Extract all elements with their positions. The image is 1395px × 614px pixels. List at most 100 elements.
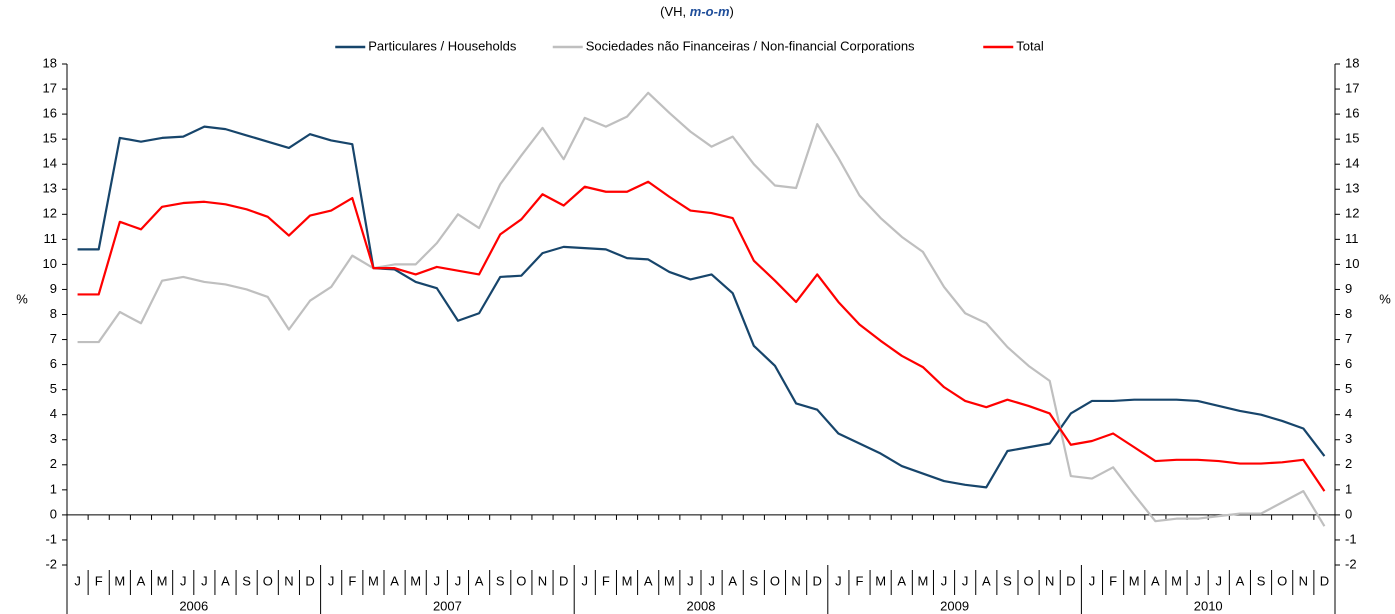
y-tick-label: 16: [43, 106, 57, 121]
y-tick-label: 3: [50, 431, 57, 446]
chart-subtitle: (VH, m-o-m): [660, 4, 734, 19]
x-tick-label: F: [856, 573, 864, 588]
x-tick-label: A: [1236, 573, 1245, 588]
subtitle-prefix: (VH,: [660, 4, 686, 19]
x-tick-label: A: [728, 573, 737, 588]
y2-tick-label: 5: [1345, 381, 1352, 396]
x-tick-label: M: [664, 573, 675, 588]
y-tick-label: 18: [43, 55, 57, 70]
y2-tick-label: -1: [1345, 531, 1357, 546]
y-tick-label: -2: [45, 556, 57, 571]
y2-tick-label: 15: [1345, 131, 1359, 146]
x-tick-label: J: [835, 573, 842, 588]
x-tick-label: F: [602, 573, 610, 588]
y-tick-label: 15: [43, 131, 57, 146]
x-tick-label: J: [201, 573, 208, 588]
legend-label: Particulares / Households: [368, 38, 517, 53]
x-tick-label: J: [582, 573, 589, 588]
x-tick-label: S: [1257, 573, 1266, 588]
y2-tick-label: 0: [1345, 506, 1352, 521]
x-tick-label: J: [687, 573, 694, 588]
x-tick-label: N: [791, 573, 800, 588]
x-tick-label: N: [1045, 573, 1054, 588]
y2-tick-label: 11: [1345, 231, 1359, 246]
subtitle-suffix: ): [730, 4, 734, 19]
x-tick-label: A: [221, 573, 230, 588]
x-tick-label: A: [475, 573, 484, 588]
x-tick-label: F: [1109, 573, 1117, 588]
x-tick-label: N: [538, 573, 547, 588]
y2-tick-label: 12: [1345, 206, 1359, 221]
x-tick-label: M: [157, 573, 168, 588]
x-tick-label: N: [1299, 573, 1308, 588]
year-label: 2009: [940, 598, 969, 613]
y2-tick-label: 18: [1345, 55, 1359, 70]
year-label: 2007: [433, 598, 462, 613]
x-tick-label: A: [982, 573, 991, 588]
x-tick-label: J: [180, 573, 187, 588]
x-tick-label: M: [114, 573, 125, 588]
y-tick-label: 6: [50, 356, 57, 371]
x-tick-label: M: [1171, 573, 1182, 588]
x-tick-label: A: [897, 573, 906, 588]
series-line: [77, 91, 1326, 527]
y-tick-label: 12: [43, 206, 57, 221]
x-tick-label: J: [941, 573, 948, 588]
y-tick-label: 8: [50, 306, 57, 321]
y-tick-label: 5: [50, 381, 57, 396]
x-tick-label: A: [390, 573, 399, 588]
x-tick-label: J: [962, 573, 969, 588]
year-label: 2010: [1194, 598, 1223, 613]
y-tick-label: 0: [50, 506, 57, 521]
y2-tick-label: 9: [1345, 281, 1352, 296]
x-tick-label: J: [455, 573, 462, 588]
x-tick-label: M: [875, 573, 886, 588]
x-tick-label: A: [137, 573, 146, 588]
y-tick-label: 17: [43, 80, 57, 95]
x-tick-label: O: [770, 573, 780, 588]
x-tick-label: M: [368, 573, 379, 588]
x-tick-label: O: [1277, 573, 1287, 588]
y-tick-label: 13: [43, 181, 57, 196]
y2-axis-label: %: [1379, 291, 1391, 306]
legend-label: Sociedades não Financeiras / Non-financi…: [586, 38, 915, 53]
y-tick-label: 10: [43, 256, 57, 271]
y2-tick-label: 13: [1345, 181, 1359, 196]
x-tick-label: J: [434, 573, 441, 588]
x-tick-label: M: [622, 573, 633, 588]
x-tick-label: D: [1320, 573, 1329, 588]
x-tick-label: J: [1216, 573, 1223, 588]
x-tick-label: M: [917, 573, 928, 588]
y2-tick-label: 6: [1345, 356, 1352, 371]
x-tick-label: D: [813, 573, 822, 588]
x-tick-label: D: [305, 573, 314, 588]
x-tick-label: J: [328, 573, 335, 588]
y2-tick-label: 7: [1345, 331, 1352, 346]
series-line: [77, 125, 1326, 489]
y-tick-label: 4: [50, 406, 57, 421]
y-tick-label: 9: [50, 281, 57, 296]
x-tick-label: J: [708, 573, 715, 588]
y2-tick-label: 3: [1345, 431, 1352, 446]
x-tick-label: F: [348, 573, 356, 588]
y-tick-label: 1: [50, 481, 57, 496]
x-tick-label: J: [1089, 573, 1096, 588]
x-tick-label: J: [74, 573, 81, 588]
legend-label: Total: [1016, 38, 1044, 53]
x-tick-label: S: [496, 573, 505, 588]
x-tick-label: M: [1129, 573, 1140, 588]
x-tick-label: S: [749, 573, 758, 588]
y2-tick-label: 8: [1345, 306, 1352, 321]
x-tick-label: O: [516, 573, 526, 588]
y2-tick-label: 14: [1345, 156, 1359, 171]
series-line: [77, 180, 1326, 492]
y2-tick-label: 2: [1345, 456, 1352, 471]
subtitle-emphasis: m-o-m: [690, 4, 730, 19]
y2-tick-label: -2: [1345, 556, 1357, 571]
y-tick-label: 11: [44, 231, 58, 246]
y-tick-label: 2: [50, 456, 57, 471]
x-tick-label: N: [284, 573, 293, 588]
y-axis-label: %: [16, 291, 28, 306]
y2-tick-label: 1: [1345, 481, 1352, 496]
